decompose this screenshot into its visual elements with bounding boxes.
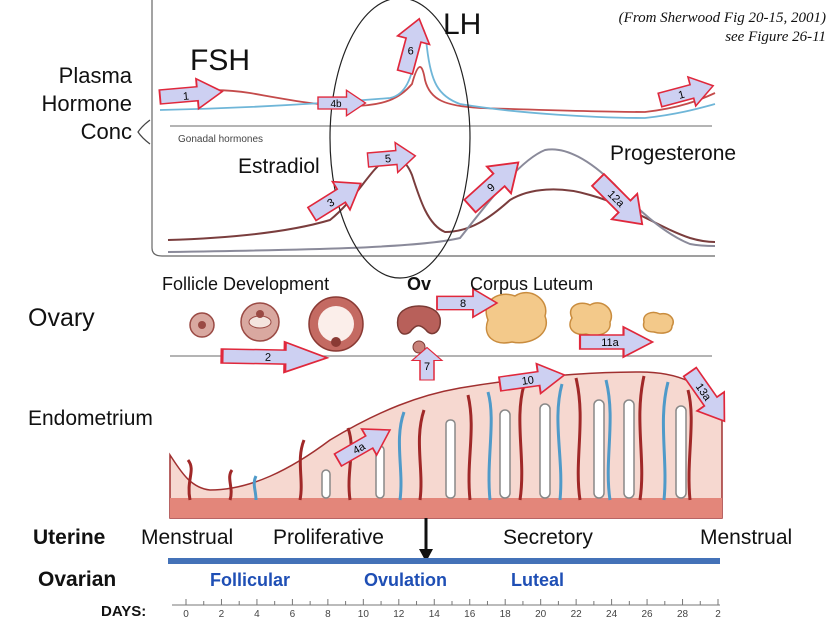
arrow-1b: 1 (655, 70, 718, 116)
corpus-luteum-stages (485, 291, 674, 344)
arrow-3: 3 (302, 168, 371, 229)
ovarian-phase-ovulation: Ovulation (364, 570, 448, 590)
uterine-phase-proliferative: Proliferative (273, 526, 384, 549)
days-label: DAYS: (101, 603, 147, 620)
ovarian-phase-luteal: Luteal (511, 570, 565, 590)
arrow-7: 7 (411, 346, 443, 381)
lh-label: LH (443, 8, 482, 41)
ov-label: Ov (407, 274, 432, 294)
follicle-primary (189, 312, 215, 338)
progesterone-curve (167, 148, 716, 253)
arrow-6: 6 (388, 13, 436, 78)
svg-text:6: 6 (408, 46, 414, 58)
svg-text:7: 7 (424, 361, 430, 373)
svg-text:8: 8 (460, 298, 466, 310)
ovarian-phase-follicular: Follicular (210, 570, 291, 590)
axis-label-plasma: Plasma (58, 63, 132, 88)
arrow-2: 2 (220, 339, 329, 375)
uterine-phase-menstrual-1: Menstrual (141, 526, 234, 549)
svg-text:1: 1 (183, 90, 190, 102)
credit-line-1: (From Sherwood Fig 20-15, 2001) (618, 10, 826, 26)
svg-text:11a: 11a (601, 337, 619, 349)
day-tick-label: 22 (570, 609, 582, 620)
follicle-development-label: Follicle Development (162, 274, 330, 294)
arrow-4b: 4b (317, 89, 367, 117)
day-tick-label: 10 (357, 609, 369, 620)
svg-text:2: 2 (265, 352, 271, 364)
svg-text:5: 5 (384, 153, 391, 165)
corpus-luteum-active (485, 291, 548, 344)
fsh-label: FSH (190, 44, 250, 77)
ovulation-ellipse (329, 0, 471, 279)
arrow-4a: 4a (329, 416, 399, 474)
endometrium-illustration (169, 371, 723, 519)
arrow-9: 9 (457, 148, 532, 221)
uterine-phase-secretory: Secretory (503, 526, 593, 549)
day-tick-label: 0 (183, 609, 189, 620)
arrow-1a: 1 (157, 75, 225, 113)
arrow-11a: 11a (578, 325, 654, 359)
day-tick-label: 16 (464, 609, 476, 620)
arrow-10: 10 (496, 359, 568, 400)
follicle-mature (308, 296, 364, 352)
uterine-header: Uterine (33, 526, 106, 549)
hormone-panel-frame (151, 0, 715, 257)
day-tick-label: 14 (428, 609, 440, 620)
brace-mark (137, 119, 151, 145)
svg-text:10: 10 (521, 374, 535, 388)
svg-text:4b: 4b (330, 99, 342, 110)
day-tick-label: 28 (676, 609, 689, 620)
estradiol-label: Estradiol (238, 155, 320, 178)
phase-bar (168, 558, 720, 564)
uterine-phase-menstrual-2: Menstrual (700, 526, 793, 549)
arrow-8: 8 (436, 287, 498, 319)
day-tick-label: 4 (254, 609, 260, 620)
ovarian-header: Ovarian (38, 568, 117, 591)
day-tick-label: 2 (218, 609, 225, 620)
day-tick-label: 20 (535, 609, 547, 620)
arrow-5: 5 (365, 140, 418, 176)
credit-line-2: see Figure 26-11 (725, 29, 826, 45)
day-tick-label: 24 (606, 609, 618, 620)
endometrium-label: Endometrium (28, 407, 153, 430)
corpus-albicans (642, 311, 674, 334)
follicle-stages (189, 296, 441, 354)
axis-label-conc: Conc (80, 119, 132, 144)
day-tick-label: 18 (499, 609, 511, 620)
arrow-12a: 12a (584, 166, 656, 238)
axis-label-hormone: Hormone (41, 91, 132, 116)
ovary-label: Ovary (28, 304, 95, 332)
follicle-ruptured (396, 305, 441, 354)
fsh-curve (159, 66, 716, 113)
gonadal-hormones-caption: Gonadal hormones (178, 134, 264, 145)
day-axis (172, 599, 720, 606)
day-tick-label: 26 (641, 609, 653, 620)
day-tick-label: 12 (393, 609, 405, 620)
svg-text:1: 1 (677, 89, 686, 102)
progesterone-label: Progesterone (610, 142, 737, 165)
corpus-luteum-regressing (569, 302, 613, 337)
arrow-13a: 13a (675, 361, 739, 432)
source-credit: (From Sherwood Fig 20-15, 2001) see Figu… (619, 9, 826, 47)
corpus-luteum-label: Corpus Luteum (470, 274, 594, 294)
day-tick-label: 8 (325, 609, 331, 620)
svg-text:3: 3 (325, 196, 337, 209)
follicle-secondary (240, 302, 280, 342)
day-tick-label: 2 (715, 609, 721, 620)
day-tick-label: 6 (289, 609, 296, 620)
